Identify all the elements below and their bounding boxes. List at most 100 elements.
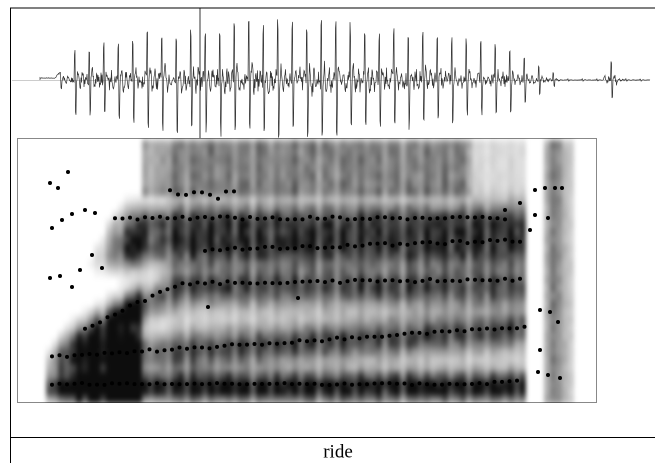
- spectrogram-cell: [304, 196, 310, 204]
- formant-dot: [485, 382, 489, 387]
- spectrogram-cell: [238, 316, 244, 324]
- spectrogram-cell: [406, 252, 412, 260]
- formant-dot: [278, 217, 282, 222]
- spectrogram-cell: [406, 188, 412, 196]
- spectrogram-cell: [304, 156, 310, 164]
- spectrogram-cell: [214, 356, 220, 364]
- spectrogram-cell: [136, 244, 142, 252]
- spectrogram-cell: [544, 164, 550, 172]
- spectrogram-cell: [388, 340, 394, 348]
- spectrogram-cell: [460, 364, 466, 372]
- spectrogram-cell: [376, 324, 382, 332]
- spectrogram-cell: [364, 172, 370, 180]
- formant-dot: [413, 280, 417, 285]
- spectrogram-cell: [544, 140, 550, 148]
- spectrogram-cell: [472, 324, 478, 332]
- spectrogram-cell: [490, 284, 496, 292]
- spectrogram-cell: [328, 372, 334, 380]
- spectrogram-cell: [478, 204, 484, 212]
- spectrogram-cell: [238, 396, 244, 403]
- formant-dot: [252, 381, 257, 386]
- spectrogram-cell: [100, 268, 106, 276]
- spectrogram-cell: [550, 332, 556, 340]
- spectrogram-cell: [322, 180, 328, 188]
- spectrogram-cell: [232, 388, 238, 396]
- spectrogram-cell: [52, 340, 58, 348]
- spectrogram-cell: [130, 324, 136, 332]
- spectrogram-cell: [388, 212, 394, 220]
- formant-dot: [380, 334, 384, 339]
- spectrogram-cell: [352, 148, 358, 156]
- spectrogram-cell: [238, 196, 244, 204]
- spectrogram-cell: [388, 164, 394, 172]
- spectrogram-cell: [262, 276, 268, 284]
- spectrogram-cell: [268, 268, 274, 276]
- spectrogram-cell: [568, 220, 574, 228]
- spectrogram-cell: [508, 372, 514, 380]
- spectrogram-cell: [274, 324, 280, 332]
- spectrogram-cell: [202, 300, 208, 308]
- spectrogram-cell: [220, 228, 226, 236]
- spectrogram-cell: [562, 308, 568, 316]
- spectrogram-cell: [106, 380, 112, 388]
- spectrogram-cell: [142, 372, 148, 380]
- spectrogram-cell: [202, 396, 208, 403]
- spectrogram-cell: [454, 156, 460, 164]
- formant-dot: [300, 279, 305, 284]
- spectrogram-cell: [226, 364, 232, 372]
- formant-dot: [60, 218, 64, 222]
- spectrogram-cell: [298, 324, 304, 332]
- spectrogram-cell: [46, 388, 52, 396]
- spectrogram-cell: [544, 188, 550, 196]
- spectrogram-cell: [502, 364, 508, 372]
- spectrogram-cell: [142, 316, 148, 324]
- spectrogram-cell: [358, 356, 364, 364]
- spectrogram-cell: [472, 364, 478, 372]
- spectrogram-cell: [172, 180, 178, 188]
- spectrogram-cell: [328, 148, 334, 156]
- formant-dot: [405, 217, 410, 222]
- spectrogram-cell: [562, 324, 568, 332]
- formant-dot: [395, 381, 399, 386]
- spectrogram-cell: [430, 308, 436, 316]
- spectrogram-cell: [460, 308, 466, 316]
- spectrogram-cell: [82, 380, 88, 388]
- spectrogram-cell: [232, 180, 238, 188]
- spectrogram-cell: [394, 364, 400, 372]
- spectrogram-cell: [310, 340, 316, 348]
- formant-dot: [233, 245, 237, 250]
- spectrogram-cell: [382, 260, 388, 268]
- formant-dot: [230, 342, 234, 347]
- spectrogram-cell: [400, 276, 406, 284]
- spectrogram-cell: [550, 260, 556, 268]
- spectrogram-cell: [268, 316, 274, 324]
- spectrogram-cell: [112, 316, 118, 324]
- spectrogram-cell: [418, 300, 424, 308]
- spectrogram-cell: [322, 228, 328, 236]
- formant-dot: [98, 320, 102, 325]
- spectrogram-cell: [448, 180, 454, 188]
- spectrogram-cell: [190, 148, 196, 156]
- spectrogram-cell: [484, 268, 490, 276]
- spectrogram-cell: [352, 228, 358, 236]
- formant-dot: [135, 300, 140, 304]
- spectrogram-cell: [310, 372, 316, 380]
- spectrogram-cell: [256, 308, 262, 316]
- spectrogram-cell: [178, 172, 184, 180]
- spectrogram-cell: [340, 148, 346, 156]
- spectrogram-cell: [460, 396, 466, 403]
- spectrogram-cell: [130, 252, 136, 260]
- spectrogram-cell: [268, 188, 274, 196]
- spectrogram-cell: [94, 252, 100, 260]
- spectrogram-cell: [568, 380, 574, 388]
- spectrogram-cell: [328, 260, 334, 268]
- spectrogram-cell: [322, 292, 328, 300]
- spectrogram-cell: [418, 156, 424, 164]
- spectrogram-cell: [292, 236, 298, 244]
- spectrogram-cell: [172, 348, 178, 356]
- spectrogram-cell: [124, 332, 130, 340]
- spectrogram-cell: [460, 332, 466, 340]
- spectrogram-cell: [436, 204, 442, 212]
- formant-dot: [173, 284, 177, 289]
- spectrogram-cell: [478, 356, 484, 364]
